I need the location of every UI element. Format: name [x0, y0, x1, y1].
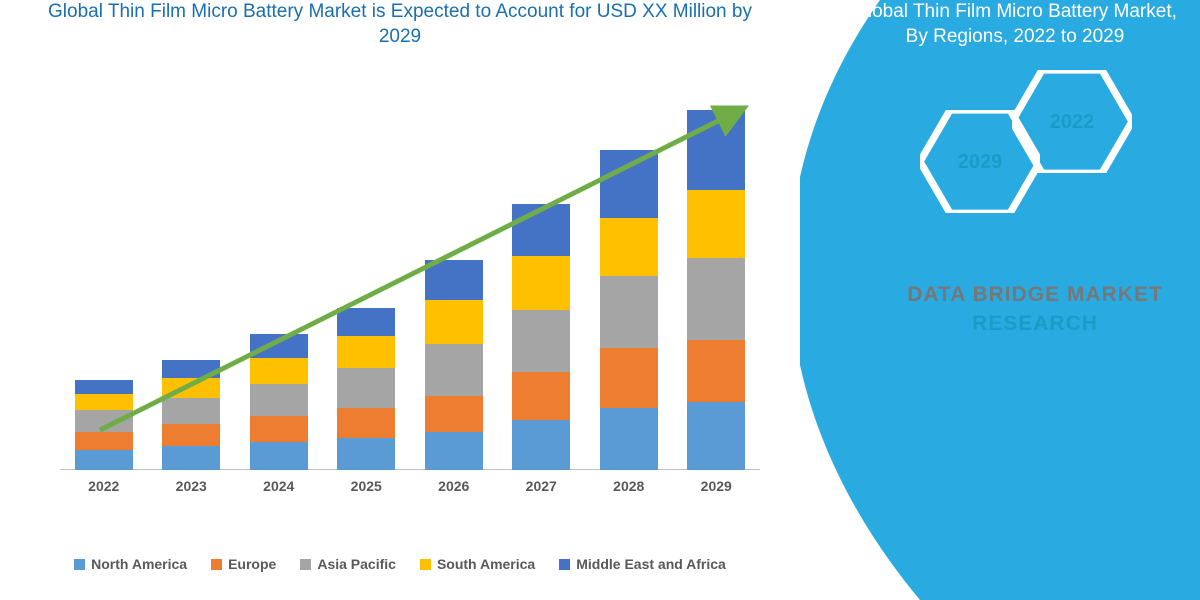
x-tick-label: 2025 [337, 472, 395, 500]
legend-swatch-icon [559, 559, 570, 570]
legend-item: North America [74, 556, 187, 572]
hexagon-label: 2022 [1050, 111, 1095, 134]
x-axis-labels: 2022 2023 2024 2025 2026 2027 2028 2029 [60, 472, 760, 500]
brand-line1: DATA BRIDGE MARKET [907, 283, 1163, 306]
side-title: Global Thin Film Micro Battery Market, B… [850, 0, 1180, 49]
bar-column [337, 308, 395, 470]
bar-column [600, 150, 658, 470]
bar-segment [75, 432, 133, 450]
bar-segment [687, 340, 745, 402]
x-tick-label: 2026 [425, 472, 483, 500]
bar-segment [687, 110, 745, 190]
bar-segment [687, 402, 745, 470]
bar-column [687, 110, 745, 470]
bar-segment [600, 408, 658, 470]
bar-segment [337, 308, 395, 336]
x-tick-label: 2028 [600, 472, 658, 500]
chart-area: 2022 2023 2024 2025 2026 2027 2028 2029 [60, 70, 760, 500]
legend-item: Europe [211, 556, 276, 572]
bar-segment [512, 420, 570, 470]
legend: North America Europe Asia Pacific South Ame… [40, 556, 760, 572]
bar-segment [337, 368, 395, 408]
bar-segment [425, 300, 483, 344]
legend-label: North America [91, 556, 187, 572]
bar-segment [425, 432, 483, 470]
bar-segment [250, 442, 308, 470]
bar-segment [600, 348, 658, 408]
bar-segment [425, 260, 483, 300]
brand-logo: DATA BRIDGE MARKET RESEARCH [900, 280, 1170, 339]
chart-panel: Global Thin Film Micro Battery Market is… [0, 0, 800, 600]
hexagon-badge: 2022 [1012, 70, 1132, 174]
bar-column [162, 360, 220, 470]
legend-label: Asia Pacific [317, 556, 396, 572]
bar-segment [162, 446, 220, 470]
bar-segment [512, 256, 570, 310]
x-tick-label: 2024 [250, 472, 308, 500]
bar-segment [250, 358, 308, 384]
bar-segment [162, 360, 220, 378]
legend-swatch-icon [74, 559, 85, 570]
bar-segment [337, 438, 395, 470]
legend-item: Middle East and Africa [559, 556, 726, 572]
bar-segment [162, 378, 220, 398]
bar-segment [512, 372, 570, 420]
x-tick-label: 2027 [512, 472, 570, 500]
hexagon-label: 2029 [958, 151, 1003, 174]
legend-label: Middle East and Africa [576, 556, 726, 572]
bar-segment [162, 424, 220, 446]
bar-segment [250, 384, 308, 416]
brand-line2: RESEARCH [972, 312, 1098, 335]
bar-segment [687, 258, 745, 340]
bars-container [60, 70, 760, 470]
bar-segment [75, 450, 133, 470]
legend-label: Europe [228, 556, 276, 572]
bar-segment [600, 276, 658, 348]
bar-column [512, 204, 570, 470]
bar-segment [600, 150, 658, 218]
bar-segment [337, 336, 395, 368]
legend-item: Asia Pacific [300, 556, 396, 572]
chart-title: Global Thin Film Micro Battery Market is… [0, 0, 800, 49]
bar-column [75, 380, 133, 470]
x-tick-label: 2029 [687, 472, 745, 500]
bar-segment [75, 380, 133, 394]
bar-segment [512, 204, 570, 256]
bar-segment [75, 394, 133, 410]
legend-swatch-icon [300, 559, 311, 570]
legend-swatch-icon [420, 559, 431, 570]
legend-swatch-icon [211, 559, 222, 570]
bar-segment [250, 334, 308, 358]
bar-segment [687, 190, 745, 258]
bar-segment [250, 416, 308, 442]
bar-segment [425, 344, 483, 396]
bar-segment [337, 408, 395, 438]
legend-item: South America [420, 556, 535, 572]
legend-label: South America [437, 556, 535, 572]
bar-segment [425, 396, 483, 432]
bar-column [250, 334, 308, 470]
bar-segment [512, 310, 570, 372]
bar-segment [600, 218, 658, 276]
bar-column [425, 260, 483, 470]
bar-segment [162, 398, 220, 424]
x-tick-label: 2022 [75, 472, 133, 500]
x-tick-label: 2023 [162, 472, 220, 500]
side-panel: Global Thin Film Micro Battery Market, B… [800, 0, 1200, 600]
bar-segment [75, 410, 133, 432]
hexagon-group: 2029 2022 [920, 70, 1170, 230]
